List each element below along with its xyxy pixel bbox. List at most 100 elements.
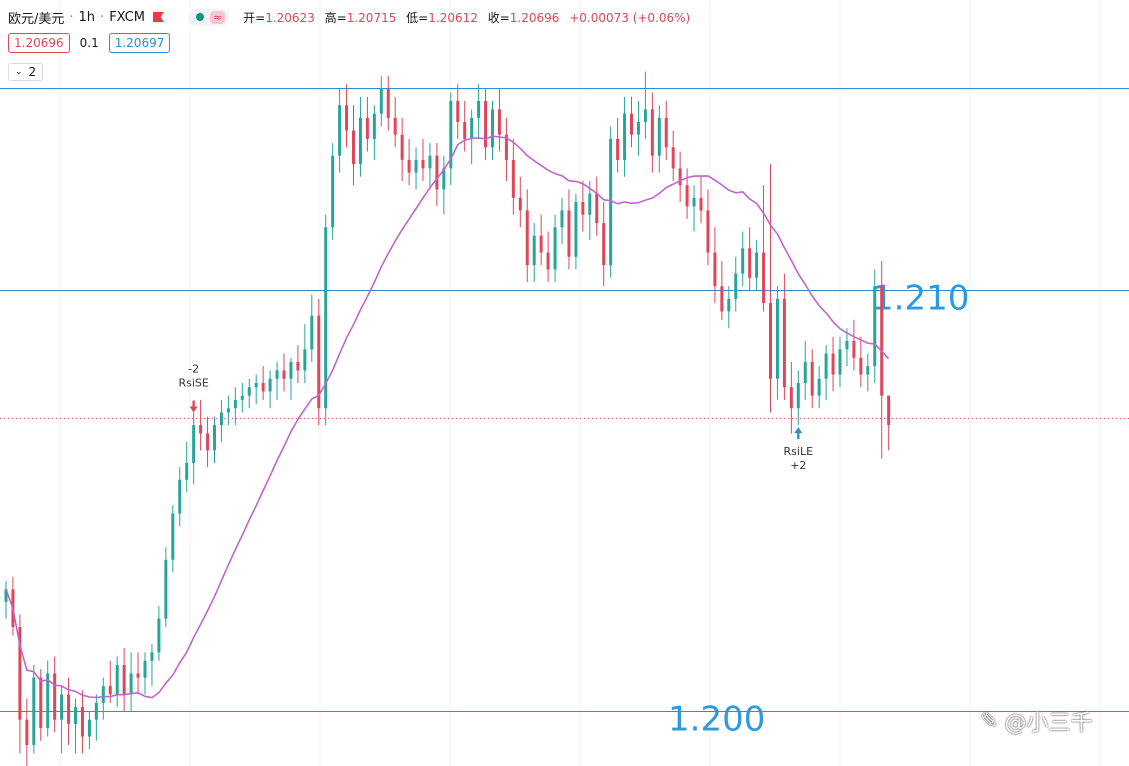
candle-body (435, 155, 439, 190)
candle (699, 176, 703, 224)
candle (734, 256, 738, 312)
buy-price-button[interactable]: 1.20697 (108, 33, 171, 53)
candle (782, 273, 786, 400)
candle (664, 101, 668, 160)
market-status-toggle[interactable]: ≈ (187, 8, 230, 26)
candle-body (331, 155, 335, 228)
candle (53, 656, 57, 733)
candlesticks (4, 71, 891, 766)
horizontal-levels: 1.210 1.200 (0, 88, 1129, 740)
candle-body (748, 248, 752, 278)
symbol-name[interactable]: 欧元/美元 (8, 11, 65, 27)
candle-body (115, 664, 119, 695)
arrow-up-icon (794, 427, 803, 440)
low-value: 1.20612 (428, 10, 478, 25)
candle-body (560, 210, 564, 228)
candle (25, 698, 29, 766)
candle-body (824, 353, 828, 379)
candle-body (477, 101, 481, 118)
candle-body (317, 315, 321, 409)
open-value: 1.20623 (265, 10, 315, 25)
candle (685, 168, 689, 219)
candle (365, 96, 369, 152)
candle-body (25, 719, 29, 745)
candle (219, 399, 223, 442)
candle (185, 441, 189, 493)
candle-body (67, 694, 71, 724)
candle-body (720, 286, 724, 312)
candle-body (400, 134, 404, 160)
candle-body (379, 88, 383, 114)
candle (94, 694, 98, 741)
candle (497, 88, 501, 152)
candle (852, 319, 856, 371)
candle-body (852, 340, 856, 358)
candle-body (463, 122, 467, 139)
candle-body (769, 303, 772, 379)
candle-body (449, 101, 453, 169)
candle (352, 105, 355, 186)
candle (150, 643, 154, 687)
candle (657, 105, 661, 173)
candle-body (650, 109, 654, 156)
candle (345, 84, 349, 148)
candle-body (365, 117, 369, 139)
candle-body (484, 101, 488, 148)
candle (400, 117, 404, 181)
candle-body (518, 197, 522, 211)
candle-body (46, 673, 50, 729)
candle (775, 286, 779, 400)
candle-body (240, 395, 244, 400)
close-label: 收= (487, 10, 510, 25)
interval-label[interactable]: 1h (78, 9, 96, 25)
candle (386, 75, 390, 131)
candle-body (887, 395, 891, 426)
flag-icon[interactable] (152, 12, 164, 22)
candle-body (324, 227, 328, 409)
candle (762, 185, 766, 312)
candle-body (553, 227, 557, 270)
candle (206, 416, 210, 468)
candle (824, 345, 828, 400)
candle-body (53, 673, 57, 720)
candle-body (581, 202, 585, 215)
candle (532, 223, 536, 282)
candle-body (504, 134, 508, 160)
candle (539, 214, 543, 266)
candle-body (789, 387, 793, 409)
candle-body (185, 462, 189, 480)
separator-dot: · (69, 9, 74, 25)
low-label: 低= (406, 10, 429, 25)
candle (338, 88, 342, 173)
indicators-toggle[interactable]: ⌄ 2 (8, 63, 44, 81)
candle (240, 383, 244, 413)
sell-price-button[interactable]: 1.20696 (8, 33, 70, 53)
watermark-text: @小三千 (1004, 711, 1093, 736)
candle-body (775, 298, 779, 379)
candle (449, 92, 453, 186)
candle (859, 336, 863, 388)
candle (602, 202, 606, 287)
candle (755, 239, 759, 291)
candle-body (87, 719, 91, 737)
watermark: ✎ @小三千 (980, 705, 1092, 737)
candle (254, 374, 258, 405)
candle-body (497, 109, 501, 135)
candle (574, 193, 578, 270)
candle-body (678, 168, 682, 186)
candle (727, 286, 731, 329)
candle (845, 328, 849, 367)
chevron-down-icon: ⌄ (15, 67, 23, 77)
candle (484, 88, 488, 160)
exchange-label: FXCM (109, 9, 145, 25)
candle-body (310, 315, 314, 350)
candle (136, 652, 140, 695)
candle-body (845, 340, 849, 350)
signal-label: RsiLE (784, 445, 814, 458)
candle (101, 677, 105, 720)
candle-body (741, 248, 745, 274)
candle (887, 395, 891, 451)
change-value: +0.00073 (+0.06%) (569, 10, 691, 25)
candle-body (727, 298, 731, 312)
